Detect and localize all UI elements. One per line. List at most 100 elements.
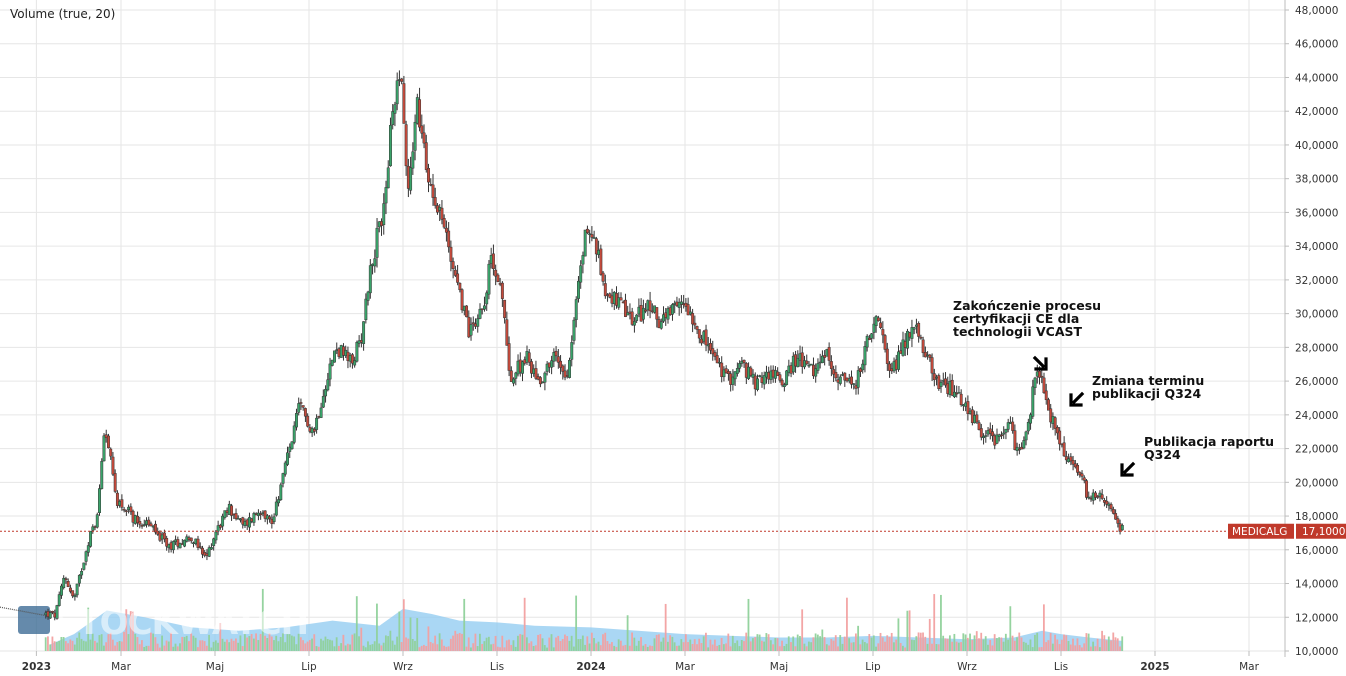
candle-body xyxy=(274,501,278,516)
volume-bar xyxy=(532,646,535,651)
candle-body xyxy=(453,269,457,276)
volume-bar xyxy=(678,645,680,651)
volume-bar xyxy=(709,639,712,651)
volume-bar xyxy=(928,618,931,651)
candle-body xyxy=(1105,500,1109,505)
candle-body xyxy=(223,510,227,518)
volume-bar xyxy=(772,644,774,651)
candle-body xyxy=(991,431,994,437)
volume-bar xyxy=(810,642,813,651)
candle-body xyxy=(272,516,276,522)
volume-bar xyxy=(877,643,880,651)
volume-bar xyxy=(964,634,967,651)
y-tick-label: 48,0000 xyxy=(1295,5,1338,17)
volume-bar xyxy=(740,640,743,651)
volume-bar xyxy=(62,637,65,651)
candle-body xyxy=(543,372,547,383)
volume-bar xyxy=(434,635,437,651)
volume-bar xyxy=(161,635,163,651)
candle-body xyxy=(1017,448,1021,451)
volume-bar xyxy=(646,646,649,651)
candle-body xyxy=(386,167,390,189)
volume-bar xyxy=(405,637,407,651)
volume-bar xyxy=(570,635,573,651)
candle-body xyxy=(165,538,169,547)
volume-bar xyxy=(259,634,262,651)
volume-bar xyxy=(60,636,63,651)
candle-body xyxy=(644,309,648,312)
candle-body xyxy=(100,461,104,489)
candle-body xyxy=(697,329,701,339)
volume-bar xyxy=(760,640,763,651)
volume-bar xyxy=(966,637,969,651)
candle-body xyxy=(919,336,923,339)
volume-bar xyxy=(351,634,354,651)
volume-bar xyxy=(534,645,537,651)
volume-bar xyxy=(716,645,719,651)
volume-bar xyxy=(888,637,891,651)
candle-body xyxy=(198,546,202,548)
volume-bar xyxy=(199,640,202,651)
volume-bar xyxy=(463,598,466,651)
volume-bar xyxy=(472,643,475,651)
candle-body xyxy=(279,484,283,500)
candle-body xyxy=(796,357,800,368)
candle-body xyxy=(389,125,392,167)
volume-bar xyxy=(378,643,381,651)
candle-body xyxy=(982,435,986,439)
volume-bar xyxy=(429,641,432,651)
volume-bar xyxy=(991,645,994,651)
candle-body xyxy=(521,361,524,374)
candle-body xyxy=(214,531,218,541)
volume-bar xyxy=(483,641,486,651)
volume-bar xyxy=(44,637,47,651)
candle-body xyxy=(885,348,889,364)
candle-body xyxy=(1002,432,1006,435)
volume-bar xyxy=(279,636,282,651)
candle-body xyxy=(800,352,804,367)
candle-body xyxy=(107,435,110,449)
volume-bar xyxy=(179,643,181,651)
volume-bar xyxy=(132,611,134,651)
volume-bar xyxy=(67,643,69,651)
candle-body xyxy=(86,545,90,553)
volume-bar xyxy=(55,641,58,651)
candle-body xyxy=(1029,414,1033,424)
volume-bar xyxy=(879,632,882,651)
arrow-icon xyxy=(1120,461,1136,477)
volume-bar xyxy=(960,642,962,651)
candle-body xyxy=(328,363,332,380)
volume-bar xyxy=(384,635,387,651)
x-tick-label: Maj xyxy=(206,661,224,673)
candle-body xyxy=(1053,417,1057,429)
candle-body xyxy=(384,187,388,204)
candle-body xyxy=(113,473,117,492)
volume-bar xyxy=(850,642,853,651)
volume-bar xyxy=(937,644,940,651)
volume-bar xyxy=(396,636,398,651)
candle-body xyxy=(171,541,175,551)
volume-bar xyxy=(284,642,287,651)
candle-body xyxy=(1100,494,1104,499)
volume-bar xyxy=(380,645,383,651)
volume-bar xyxy=(814,633,817,651)
candle-body xyxy=(364,298,368,321)
volume-bar xyxy=(794,646,797,651)
candle-body xyxy=(433,197,437,206)
annotation-text: Q324 xyxy=(1144,447,1181,462)
candle-body xyxy=(418,99,422,128)
volume-bar xyxy=(1096,638,1099,651)
volume-bar xyxy=(454,630,457,651)
candle-body xyxy=(476,318,480,327)
volume-bar xyxy=(904,647,907,651)
volume-bar xyxy=(823,637,826,651)
volume-bar xyxy=(237,642,240,651)
volume-bar xyxy=(458,632,461,651)
candle-body xyxy=(375,227,379,258)
volume-bar xyxy=(322,640,325,651)
candle-body xyxy=(559,360,563,368)
volume-bar xyxy=(138,644,141,651)
volume-bar xyxy=(805,646,808,651)
candle-body xyxy=(876,317,880,322)
